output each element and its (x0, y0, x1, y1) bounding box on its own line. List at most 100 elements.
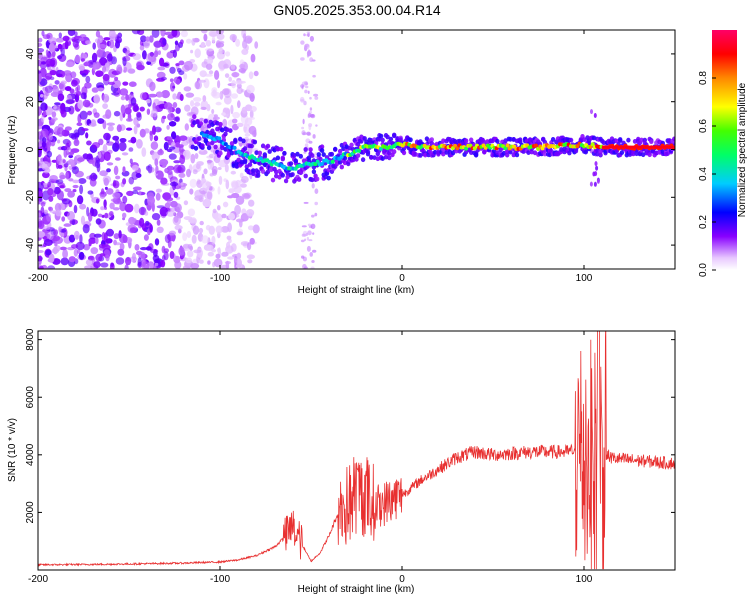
spectrogram-noise-blob (215, 42, 225, 48)
spectrogram-ridge-halo (355, 153, 361, 159)
spectrogram-ridge-halo (485, 139, 490, 144)
spectrogram-noise-blob (221, 251, 229, 257)
spectrogram-noise-blob (206, 49, 210, 56)
snr-ytick-label: 8000 (25, 328, 36, 351)
spectrogram-noise-blob (136, 112, 142, 122)
spectrogram-noise-blob (146, 108, 151, 115)
spectrogram-noise-blob (173, 191, 179, 198)
spectrogram-noise-blob (151, 213, 161, 221)
spectrogram-ridge-halo (274, 173, 279, 179)
spectrogram-noise-blob (139, 45, 145, 51)
spectrogram-noise-blob (85, 259, 93, 266)
spectrogram-noise-blob (96, 87, 105, 92)
spectrogram-noise-blob (246, 254, 255, 260)
spectrogram-noise-blob (141, 223, 147, 231)
spectrogram-noise-blob (64, 126, 72, 131)
spectrogram-noise-blob (156, 226, 164, 233)
spectrogram-ridge-halo (252, 139, 258, 145)
spectrogram-noise-blob (116, 64, 123, 75)
spectrogram-noise-blob (213, 114, 218, 118)
snr-ytick-label: 4000 (25, 443, 36, 466)
spectrogram-noise-blob (125, 118, 133, 122)
spectrogram-noise-blob (95, 218, 102, 225)
spectrogram-noise-blob (48, 43, 56, 53)
spectrogram-noise-blob (67, 30, 76, 36)
spectrogram-noise-blob (38, 37, 43, 43)
spectrogram-noise-blob (98, 44, 107, 49)
spectrogram-ridge-halo (567, 150, 572, 156)
spectrogram-noise-blob (73, 248, 79, 257)
spectrogram-ridge-halo (192, 114, 197, 120)
spectrogram-noise-blob (217, 205, 221, 211)
spectrogram-noise-blob (159, 158, 169, 166)
spectrogram-noise-blob (237, 100, 241, 109)
spectrogram-noise-blob (114, 76, 119, 81)
spectrogram-streak-blob (315, 124, 318, 127)
spectrogram-noise-blob (38, 255, 43, 262)
spectrogram-streak-blob (308, 239, 313, 242)
spectrogram-noise-blob (173, 215, 179, 223)
spectrogram-noise-blob (207, 251, 214, 257)
spectrogram-noise-blob (157, 66, 166, 71)
spectrogram-noise-blob (69, 88, 75, 94)
spectrogram-noise-blob (41, 141, 47, 148)
spectrogram-noise-blob (42, 34, 51, 40)
spectrogram-noise-blob (103, 37, 111, 41)
spectrogram-ridge-halo (238, 136, 243, 142)
spectrogram-noise-blob (217, 80, 221, 89)
spectrogram-ridge-halo (387, 155, 392, 161)
spectrogram-noise-blob (74, 170, 84, 178)
spectrogram-noise-blob (172, 93, 177, 100)
spectrogram-noise-blob (95, 198, 100, 204)
spectrogram-noise-blob (82, 224, 90, 234)
spectrogram-ridge-halo (380, 137, 385, 143)
spectrogram-ridge-halo (274, 169, 279, 175)
spectrogram-noise-blob (62, 35, 70, 42)
spectrogram-noise-blob (193, 97, 202, 102)
spectrogram-noise-blob (40, 201, 46, 207)
spectrogram-noise-blob (152, 125, 156, 135)
spectrogram-noise-blob (151, 30, 160, 38)
spectrogram-ridge-halo (375, 156, 380, 162)
spectrogram-noise-blob (112, 207, 120, 211)
spectrogram-noise-blob (167, 113, 175, 121)
spectrogram-ridge-halo (601, 140, 606, 146)
spectrogram-noise-blob (214, 213, 223, 223)
spectrogram-noise-blob (109, 202, 115, 210)
spectrogram-noise-blob (206, 57, 214, 65)
spectrogram-noise-blob (113, 165, 119, 176)
spectrogram-noise-blob (190, 263, 200, 269)
spectrogram-noise-blob (199, 117, 205, 122)
spectrogram-ridge-core (330, 159, 335, 164)
spectrogram-noise-blob (246, 84, 255, 94)
spectrogram-noise-blob (237, 80, 246, 84)
spectrogram-noise-blob (88, 123, 97, 127)
spectrogram-noise-blob (171, 30, 178, 37)
spectrogram-ridge-halo (495, 138, 500, 144)
spectrogram-noise-blob (76, 122, 83, 127)
spectrogram-noise-blob (97, 213, 103, 218)
spectrogram-ridge-halo (388, 136, 394, 142)
spectrogram-noise-blob (128, 216, 136, 225)
spectrogram-noise-blob (72, 39, 79, 48)
spectrogram-ridge-halo (632, 139, 638, 144)
spectrogram-ridge-halo (288, 161, 294, 167)
spectrogram-xtick-label: 0 (399, 273, 405, 284)
spectrogram-streak-blob (306, 236, 309, 241)
spectrogram-noise-blob (190, 100, 195, 107)
spectrogram-noise-blob (226, 241, 231, 249)
spectrogram-noise-blob (175, 63, 180, 67)
spectrogram-ridge-halo (254, 150, 259, 156)
snr-xlabel: Height of straight line (km) (298, 584, 415, 595)
spectrogram-noise-blob (116, 124, 122, 133)
spectrogram-noise-blob (85, 40, 92, 45)
spectrogram-noise-blob (164, 31, 173, 36)
spectrogram-streak-blob (307, 90, 310, 95)
spectrogram-noise-blob (211, 165, 218, 175)
spectrogram-noise-blob (139, 106, 145, 112)
spectrogram-ridge-halo (303, 147, 308, 152)
spectrogram-noise-blob (178, 60, 185, 66)
spectrogram-noise-blob (139, 92, 147, 100)
